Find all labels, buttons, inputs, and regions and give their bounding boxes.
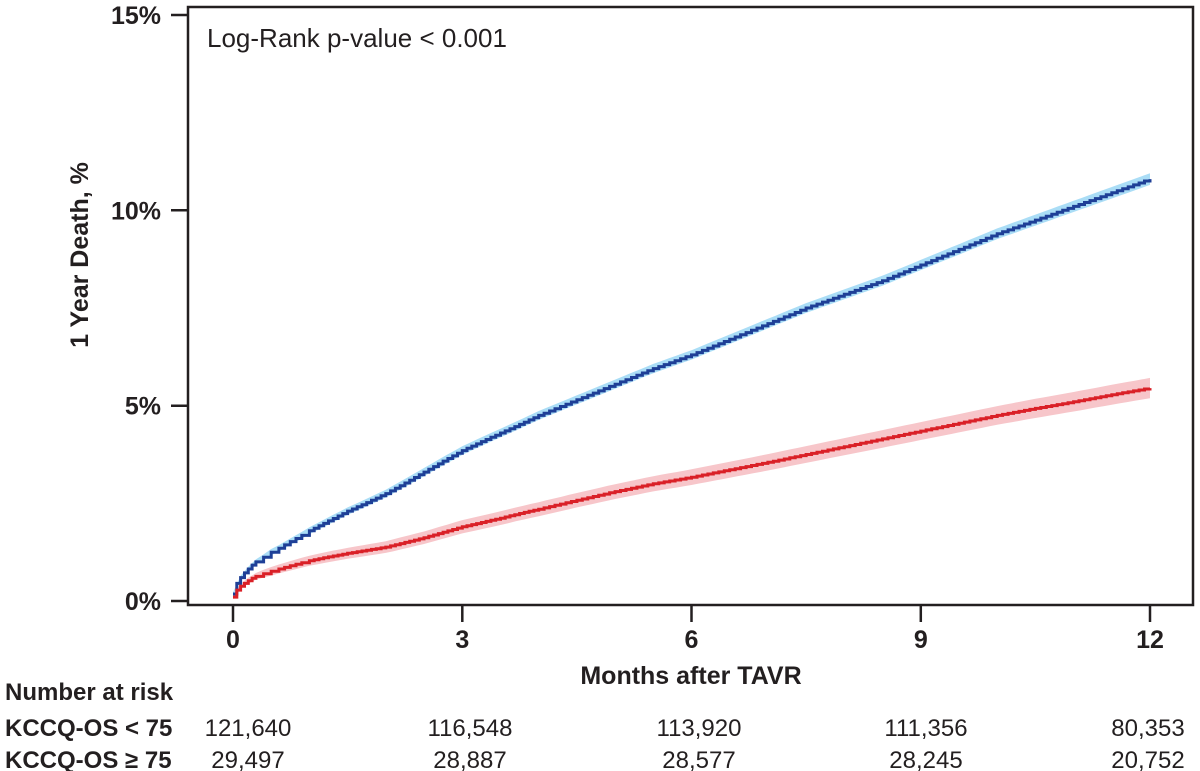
y-axis-ticks — [171, 13, 188, 603]
x-tick-label-3: 3 — [455, 626, 469, 654]
at-risk-value: 111,356 — [884, 715, 967, 742]
at-risk-value: 116,548 — [428, 715, 513, 742]
risk-row-label-kccq-ge-75: KCCQ-OS ≥ 75 — [5, 747, 172, 771]
x-tick-label-12: 12 — [1136, 626, 1164, 654]
log-rank-annotation: Log-Rank p-value < 0.001 — [207, 23, 507, 53]
confidence-bands — [233, 173, 1150, 599]
risk-row-label-kccq-lt-75: KCCQ-OS < 75 — [5, 715, 172, 742]
x-tick-label-9: 9 — [914, 626, 928, 654]
y-axis-title: 1 Year Death, % — [66, 162, 94, 348]
y-tick-label-5: 5% — [125, 393, 161, 421]
at-risk-value: 29,497 — [211, 747, 284, 771]
at-risk-value: 113,920 — [657, 715, 742, 742]
at-risk-value: 121,640 — [205, 715, 292, 742]
x-axis-title: Months after TAVR — [580, 662, 801, 690]
km-curve — [233, 179, 1152, 596]
y-tick-label-10: 10% — [111, 197, 161, 225]
at-risk-value: 28,245 — [889, 747, 962, 771]
survival-curves — [233, 179, 1152, 599]
at-risk-value: 80,353 — [1111, 715, 1184, 742]
y-tick-label-0: 0% — [125, 588, 161, 616]
at-risk-value: 28,577 — [662, 747, 735, 771]
at-risk-value: 28,887 — [433, 747, 506, 771]
x-tick-label-0: 0 — [226, 626, 240, 654]
number-at-risk-title: Number at risk — [5, 679, 174, 706]
at-risk-value: 20,752 — [1111, 747, 1184, 771]
x-axis-ticks — [231, 605, 1152, 622]
y-tick-label-15: 15% — [111, 2, 161, 30]
confidence-band — [233, 173, 1150, 596]
x-tick-label-6: 6 — [685, 626, 699, 654]
km-curve — [233, 387, 1152, 599]
